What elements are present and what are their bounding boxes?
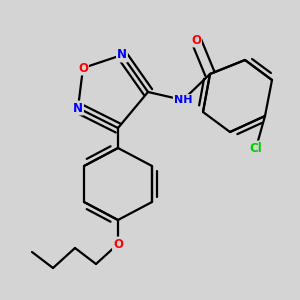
Text: NH: NH xyxy=(174,95,192,105)
Text: N: N xyxy=(73,101,83,115)
Text: N: N xyxy=(117,49,127,62)
Text: Cl: Cl xyxy=(250,142,262,154)
Text: O: O xyxy=(78,61,88,74)
Text: O: O xyxy=(191,34,201,46)
Text: O: O xyxy=(113,238,123,250)
